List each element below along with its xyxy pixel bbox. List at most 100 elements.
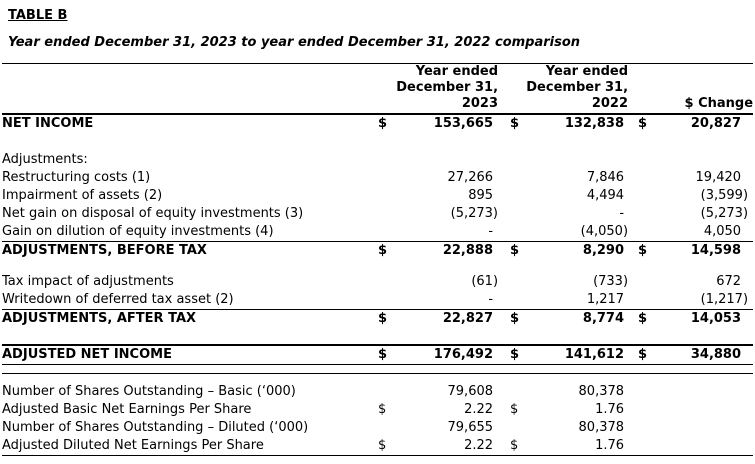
value-2023: 153,665 (433, 116, 494, 131)
value-2022 (524, 151, 628, 169)
column-header-change: $ Change (628, 63, 754, 115)
value-change (648, 401, 753, 419)
dollar-sign (498, 187, 524, 205)
row-gain-on-dilution: Gain on dilution of equity investments (… (2, 223, 754, 242)
dollar-sign (498, 151, 524, 169)
value-2023: 22,827 (442, 311, 494, 326)
dollar-sign (628, 401, 648, 419)
value-2022: (733) (593, 274, 629, 289)
value-2023 (394, 151, 498, 169)
dollar-sign (374, 223, 394, 242)
dollar-sign: $ (510, 116, 520, 131)
row-shares-basic: Number of Shares Outstanding – Basic (‘0… (2, 383, 753, 401)
dollar-sign (374, 205, 394, 223)
dollar-sign (498, 169, 524, 187)
value-2023: 22,888 (442, 243, 494, 258)
double-rule-spacer (2, 364, 754, 374)
label-column-header (2, 63, 374, 115)
dollar-sign (498, 205, 524, 223)
value-change (648, 437, 754, 456)
spacer-cell (2, 328, 753, 345)
value-change: 672 (716, 274, 742, 289)
dollar-sign (628, 169, 648, 187)
row-label: Adjustments: (2, 152, 88, 167)
value-2022: - (619, 206, 625, 221)
dollar-sign: $ (638, 311, 648, 326)
value-2023: (5,273) (450, 206, 499, 221)
dollar-sign: $ (378, 243, 388, 258)
dollar-sign (374, 273, 394, 291)
dollar-sign (498, 291, 525, 310)
dollar-sign: $ (638, 243, 648, 258)
value-2022: 1.76 (524, 437, 629, 456)
value-change (648, 383, 753, 401)
spacer-cell (2, 364, 754, 374)
value-2022: 132,838 (564, 116, 625, 131)
spacer-cell (2, 374, 753, 384)
dollar-sign: $ (378, 311, 388, 326)
value-2022: 80,378 (578, 384, 625, 399)
dollar-sign (628, 437, 649, 456)
row-tax-impact: Tax impact of adjustments (61) (733) 672 (2, 273, 753, 291)
dollar-sign (628, 273, 648, 291)
dollar-sign (628, 383, 648, 401)
value-change: 14,598 (690, 243, 742, 258)
dollar-sign: $ (378, 116, 388, 131)
dollar-sign: $ (378, 402, 387, 417)
row-label: Gain on dilution of equity investments (… (2, 223, 374, 242)
dollar-sign: $ (628, 344, 649, 365)
value-change: 20,827 (690, 116, 742, 131)
column-header-2023: Year ended December 31, 2023 (374, 63, 499, 115)
row-label: NET INCOME (2, 116, 94, 131)
value-change: 34,880 (648, 344, 754, 365)
dollar-sign: $ (374, 437, 394, 456)
row-label: Restructuring costs (1) (2, 170, 151, 185)
row-label: Number of Shares Outstanding – Basic (‘0… (2, 384, 296, 399)
row-label: Adjusted Diluted Net Earnings Per Share (2, 437, 374, 456)
value-2023: 895 (468, 188, 494, 203)
value-2022: 8,290 (582, 243, 625, 258)
value-change: 4,050 (648, 223, 754, 242)
table-header-row: Year ended December 31, 2023 Year ended … (2, 63, 754, 115)
row-label: ADJUSTMENTS, AFTER TAX (2, 311, 197, 326)
row-basic-eps: Adjusted Basic Net Earnings Per Share $ … (2, 401, 753, 419)
dollar-sign: $ (374, 344, 394, 365)
value-change: 19,420 (695, 170, 742, 185)
dollar-sign (498, 383, 524, 401)
value-2022: 7,846 (586, 170, 625, 185)
dollar-sign (498, 273, 524, 291)
value-2022: 1.76 (595, 402, 625, 417)
dollar-sign: $ (510, 243, 520, 258)
dollar-sign (374, 169, 394, 187)
value-change (648, 151, 753, 169)
row-label: Writedown of deferred tax asset (2) (2, 291, 374, 310)
row-adjustments-before-tax: ADJUSTMENTS, BEFORE TAX $ 22,888 $ 8,290… (2, 242, 753, 261)
page-title: TABLE B (8, 8, 68, 23)
dollar-sign: $ (498, 437, 525, 456)
value-change: (3,599) (700, 188, 749, 203)
dollar-sign (628, 205, 648, 223)
row-diluted-eps: Adjusted Diluted Net Earnings Per Share … (2, 437, 754, 456)
column-header-2022: Year ended December 31, 2022 (498, 63, 629, 115)
value-change: (5,273) (700, 206, 749, 221)
value-2023: 79,608 (447, 384, 494, 399)
row-label: Number of Shares Outstanding – Diluted (… (2, 420, 309, 435)
value-2023: - (394, 291, 499, 310)
row-impairment-of-assets: Impairment of assets (2) 895 4,494 (3,59… (2, 187, 753, 205)
spacer-row (2, 374, 753, 384)
value-2023: (61) (471, 274, 499, 289)
value-2023: 27,266 (447, 170, 494, 185)
row-writedown-deferred-tax: Writedown of deferred tax asset (2) - 1,… (2, 291, 754, 310)
spacer-row (2, 260, 753, 273)
row-label: ADJUSTED NET INCOME (2, 344, 374, 365)
row-adjustments-after-tax: ADJUSTMENTS, AFTER TAX $ 22,827 $ 8,774 … (2, 310, 753, 329)
dollar-sign (628, 151, 648, 169)
dollar-sign (374, 419, 394, 437)
value-2022: 4,494 (586, 188, 625, 203)
dollar-sign: $ (638, 116, 648, 131)
value-2022: (4,050) (524, 223, 629, 242)
row-adjustments-header: Adjustments: (2, 151, 753, 169)
dollar-sign (628, 291, 649, 310)
dollar-sign (374, 187, 394, 205)
row-label: Tax impact of adjustments (2, 274, 174, 289)
